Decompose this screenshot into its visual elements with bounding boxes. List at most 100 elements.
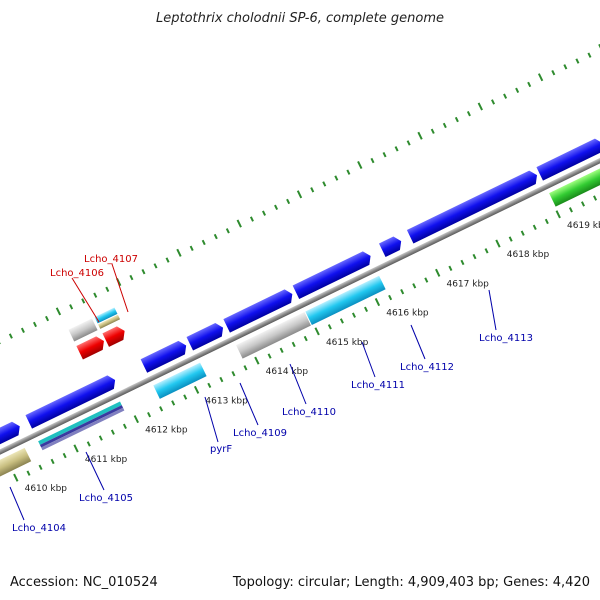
inner-tick-minor [364,306,369,312]
outer-tick-minor [225,228,230,234]
leader-line-lcho-4109 [239,382,259,426]
rna-feature-lcho-4106 [68,318,98,342]
inner-tick-minor [243,365,248,371]
inner-tick-minor [581,201,585,207]
outer-tick-major [296,190,303,199]
leader-line-lcho-4113 [488,289,497,331]
inner-tick-minor [147,411,152,418]
gene-label-lcho-4112: Lcho_4112 [400,362,454,373]
cds-feature-lcho-4105-b [39,405,124,448]
inner-tick-minor [171,400,176,406]
outer-tick-minor [334,175,339,181]
inner-tick-major [193,385,200,394]
tick-label: 4615 kbp [326,338,369,348]
inner-tick-minor [62,452,67,459]
inner-tick-minor [460,259,465,266]
outer-tick-minor [370,157,375,164]
leader-line-lcho-4110 [289,363,307,405]
outer-tick-minor [406,140,411,146]
inner-tick-minor [351,312,356,318]
inner-tick-minor [231,370,236,377]
gene-feature-lcho-4114 [536,138,600,181]
gene-feature-lcho-4107 [102,326,125,347]
cds-feature-lcho-4105-c [41,407,125,451]
tick-label-ring: 4610 kbp 4611 kbp 4612 kbp 4613 kbp 4614 kbp… [25,221,600,494]
inner-tick-minor [98,435,103,441]
inner-tick-ring [13,195,598,482]
outer-tick-minor [213,233,218,240]
outer-tick-minor [262,210,266,216]
leader-line-pyrf [204,396,219,443]
outer-tick-minor [575,58,580,64]
inner-tick-minor [327,324,332,330]
outer-tick-minor [587,52,592,58]
inner-tick-minor [122,423,127,430]
inner-tick-minor [303,335,308,342]
genome-summary-text: Topology: circular; Length: 4,909,403 bp… [232,575,590,590]
gene-feature-lcho-4110 [223,289,293,333]
inner-tick-major [435,268,441,277]
rna-feature-lcho-4107-b [98,314,121,329]
outer-tick-minor [249,216,254,222]
leader-line-lcho-4107 [111,263,129,313]
outer-tick-major [477,102,483,111]
inner-tick-minor [593,195,598,201]
outer-tick-minor [563,64,568,70]
outer-tick-major [176,248,182,257]
gene-feature-lcho-4109 [186,323,224,351]
gene-label-lcho-4111: Lcho_4111 [351,380,405,391]
cds-feature-lcho-4105-a [38,401,122,445]
outer-tick-minor [105,286,110,292]
inner-tick-minor [400,289,405,295]
outer-tick-minor [491,99,496,105]
gene-label-pyrf: pyrF [210,444,232,455]
gene-feature-lcho-4105 [25,375,116,429]
tick-label: 4617 kbp [446,279,489,289]
inner-tick-minor [219,376,224,383]
leader-line-lcho-4105 [85,451,105,491]
outer-tick-minor [394,146,399,152]
outer-tick-minor [93,292,98,298]
inner-tick-major [374,298,381,307]
gene-label-lcho-4110: Lcho_4110 [282,407,336,418]
inner-tick-minor [38,464,43,471]
outer-tick-minor [20,327,25,333]
inner-tick-minor [520,230,525,236]
inner-tick-major [133,415,139,424]
outer-tick-major [417,131,423,140]
outer-tick-minor [32,321,37,328]
gene-feature-lcho-4112 [378,236,402,258]
outer-tick-minor [201,239,206,246]
inner-tick-minor [159,406,164,412]
tick-label: 4611 kbp [85,455,128,465]
inner-tick-minor [544,218,549,225]
outer-tick-minor [153,263,158,269]
outer-tick-minor [430,128,435,134]
leader-line-lcho-4112 [410,324,426,360]
outer-tick-minor [45,315,50,322]
gene-feature-pyrf [140,340,187,373]
inner-tick-major [13,473,19,482]
leader-lines [9,263,497,521]
outer-tick-minor [81,298,86,304]
inner-tick-minor [183,394,188,400]
gene-feature-lcho-4103 [0,421,20,464]
gene-feature-lcho-4111 [292,251,371,299]
inner-tick-major [73,444,79,453]
sequence-track: 4610 kbp 4611 kbp 4612 kbp 4613 kbp 4614 kbp… [0,43,600,494]
outer-tick-minor [129,274,134,281]
outer-tick-minor [322,181,327,187]
gene-label-lcho-4104: Lcho_4104 [12,523,66,534]
tick-label: 4618 kbp [507,250,550,260]
outer-tick-minor [346,169,351,175]
tick-label: 4612 kbp [145,426,188,436]
inner-tick-major [495,239,501,248]
inner-tick-minor [448,265,453,271]
gene-label-lcho-4105: Lcho_4105 [79,493,133,504]
outer-tick-minor [466,111,471,117]
tick-label: 4614 kbp [266,367,309,377]
outer-tick-minor [165,257,170,263]
outer-tick-major [55,307,62,316]
outer-tick-minor [8,333,13,339]
